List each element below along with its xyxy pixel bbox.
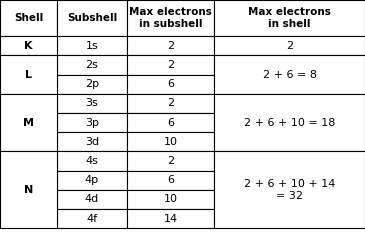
Bar: [57, 94, 127, 113]
Text: 3d: 3d: [85, 137, 99, 147]
Text: 6: 6: [167, 79, 174, 89]
Bar: [214, 55, 365, 94]
Text: 14: 14: [164, 214, 178, 223]
Bar: [57, 171, 127, 190]
Bar: [57, 75, 127, 94]
Text: Max electrons
in shell: Max electrons in shell: [248, 7, 331, 29]
Bar: [0, 151, 57, 228]
Bar: [57, 113, 127, 132]
Bar: [57, 151, 127, 171]
Bar: [127, 151, 214, 171]
Bar: [127, 36, 214, 55]
Bar: [57, 36, 127, 55]
Bar: [127, 209, 214, 228]
Bar: [127, 0, 214, 36]
Text: 2: 2: [167, 156, 174, 166]
Text: 6: 6: [167, 175, 174, 185]
Text: M: M: [23, 118, 34, 128]
Bar: [57, 0, 127, 36]
Text: Max electrons
in subshell: Max electrons in subshell: [129, 7, 212, 29]
Text: 6: 6: [167, 118, 174, 128]
Text: 2s: 2s: [85, 60, 99, 70]
Bar: [127, 113, 214, 132]
Bar: [57, 209, 127, 228]
Text: 2 + 6 + 10 = 18: 2 + 6 + 10 = 18: [244, 118, 335, 128]
Bar: [127, 190, 214, 209]
Bar: [57, 190, 127, 209]
Bar: [214, 151, 365, 228]
Text: 2: 2: [167, 41, 174, 51]
Text: 4s: 4s: [85, 156, 99, 166]
Text: K: K: [24, 41, 33, 51]
Bar: [127, 55, 214, 75]
Text: 2: 2: [167, 60, 174, 70]
Text: 10: 10: [164, 137, 178, 147]
Bar: [127, 94, 214, 113]
Text: L: L: [25, 70, 32, 80]
Text: 2 + 6 = 8: 2 + 6 = 8: [263, 70, 316, 80]
Text: 3s: 3s: [86, 99, 98, 108]
Bar: [127, 75, 214, 94]
Bar: [127, 132, 214, 151]
Bar: [214, 0, 365, 36]
Text: Subshell: Subshell: [67, 13, 117, 23]
Text: 1s: 1s: [86, 41, 98, 51]
Bar: [0, 0, 57, 36]
Bar: [0, 55, 57, 94]
Text: Shell: Shell: [14, 13, 43, 23]
Text: 2: 2: [167, 99, 174, 108]
Text: 4d: 4d: [85, 194, 99, 204]
Bar: [127, 171, 214, 190]
Text: 4p: 4p: [85, 175, 99, 185]
Text: 2 + 6 + 10 + 14
= 32: 2 + 6 + 10 + 14 = 32: [244, 179, 335, 201]
Bar: [57, 132, 127, 151]
Text: 10: 10: [164, 194, 178, 204]
Text: N: N: [24, 185, 33, 195]
Bar: [0, 36, 57, 55]
Bar: [0, 94, 57, 151]
Bar: [214, 36, 365, 55]
Bar: [214, 94, 365, 151]
Text: 4f: 4f: [87, 214, 97, 223]
Bar: [57, 55, 127, 75]
Text: 2: 2: [286, 41, 293, 51]
Text: 3p: 3p: [85, 118, 99, 128]
Text: 2p: 2p: [85, 79, 99, 89]
